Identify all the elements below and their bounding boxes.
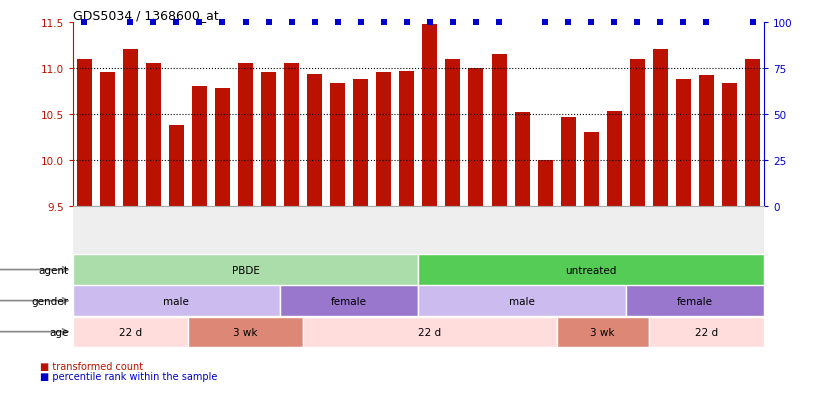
Bar [188,317,303,347]
Bar [629,59,645,206]
Text: female: female [331,296,368,306]
Bar [699,76,714,206]
Text: male: male [509,296,535,306]
Bar [303,317,557,347]
Text: 3 wk: 3 wk [591,327,615,337]
Bar [330,84,345,206]
Bar [123,50,138,206]
Bar [377,73,392,206]
Bar [73,286,280,316]
Text: 22 d: 22 d [695,327,718,337]
Text: PBDE: PBDE [231,265,259,275]
Bar [215,89,230,206]
Text: age: age [50,327,69,337]
Bar [607,112,622,206]
Bar [73,255,419,285]
Bar [169,126,184,206]
Bar [538,161,553,206]
Bar [745,59,760,206]
Bar [419,255,764,285]
Bar [557,317,649,347]
Text: gender: gender [31,296,69,306]
Bar [626,286,764,316]
Text: ■ transformed count: ■ transformed count [40,361,143,371]
Text: male: male [164,296,189,306]
Bar [77,59,92,206]
Bar [491,55,506,206]
Bar [584,133,599,206]
Bar [354,80,368,206]
Bar [238,64,253,206]
Bar [100,73,115,206]
Text: female: female [677,296,713,306]
Bar [419,286,626,316]
Bar [561,117,576,206]
Text: agent: agent [39,265,69,275]
Bar [468,69,483,206]
Bar [284,64,299,206]
Bar [261,73,276,206]
Bar [649,317,764,347]
Bar [399,71,415,206]
Bar [146,64,161,206]
Bar [192,87,207,206]
Bar [676,80,691,206]
Text: untreated: untreated [566,265,617,275]
Text: 3 wk: 3 wk [233,327,258,337]
Text: ■ percentile rank within the sample: ■ percentile rank within the sample [40,371,217,381]
Text: GDS5034 / 1368600_at: GDS5034 / 1368600_at [73,9,218,21]
Bar [515,113,529,206]
Bar [653,50,668,206]
Text: 22 d: 22 d [119,327,142,337]
Text: 22 d: 22 d [418,327,441,337]
Bar [722,84,737,206]
Bar [280,286,419,316]
Bar [445,59,460,206]
Bar [73,317,188,347]
Bar [422,24,438,206]
Bar [307,75,322,206]
